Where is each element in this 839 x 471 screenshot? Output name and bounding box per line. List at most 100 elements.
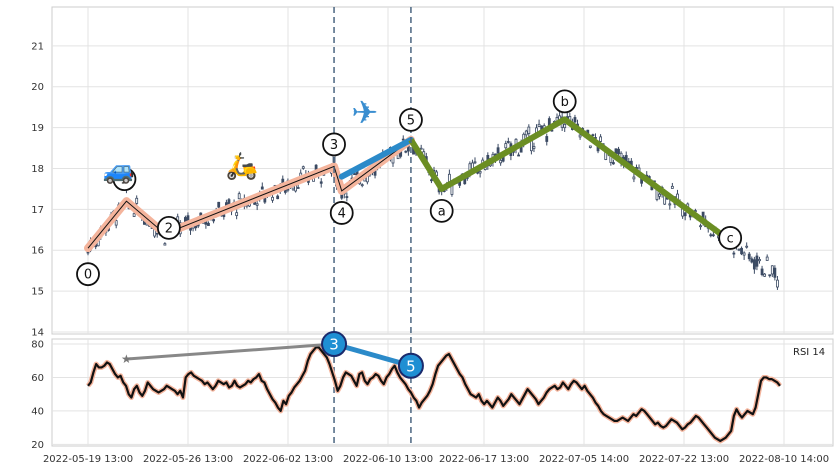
candle-body: [499, 159, 503, 164]
candle-body: [758, 259, 761, 262]
candle-body: [750, 258, 754, 263]
rsi-line: [87, 346, 781, 443]
wave-label: 1: [120, 173, 128, 188]
candle-body: [545, 136, 549, 142]
candle-body: [776, 279, 779, 288]
candle-body: [135, 197, 139, 204]
rsi-badge-label: 3: [329, 336, 339, 354]
price-tick-label: 15: [31, 287, 44, 298]
x-tick-label: 2022-06-10 13:00: [343, 454, 433, 465]
wave-label-circle: [718, 226, 743, 250]
wave-label-circle: [156, 215, 181, 240]
wave-label-circle: [322, 132, 346, 157]
candle-body: [578, 134, 582, 138]
candle-body: [612, 162, 615, 165]
candle-body: [217, 201, 221, 208]
candle-body: [573, 117, 577, 123]
rsi-y-axis: 20 40 60 80: [31, 340, 44, 451]
price-panel-frame: [51, 6, 834, 335]
candle-body: [419, 147, 423, 150]
projection-line: [338, 136, 414, 180]
rsi-divergence-star: ★: [121, 352, 132, 366]
rsi-divergence-line: [126, 342, 335, 361]
candle-body: [773, 267, 777, 278]
candle-body: [711, 234, 715, 237]
candle-body: [765, 256, 769, 261]
candle-body: [301, 166, 305, 169]
wave-label-circle: [552, 89, 577, 114]
scooter-icon: 🛵: [226, 152, 258, 182]
wave-label: a: [438, 204, 446, 219]
x-tick-label: 2022-07-22 13:00: [639, 454, 729, 465]
candle-body: [537, 123, 541, 127]
candle-body: [709, 234, 713, 237]
candle-body: [319, 181, 323, 184]
candle-body: [430, 179, 433, 182]
candle-body: [670, 185, 674, 189]
price-tick-label: 20: [31, 82, 44, 93]
candle-body: [737, 248, 741, 251]
candle-body: [699, 225, 702, 228]
candle-body: [235, 212, 239, 216]
candle-body: [658, 193, 661, 197]
rsi-tick-label: 80: [31, 340, 44, 351]
candle-body: [599, 136, 602, 142]
x-tick-label: 2022-08-10 14:00: [739, 454, 829, 465]
rsi-series: ★ 3 5: [86, 331, 782, 444]
candle-body: [404, 150, 408, 153]
candle-body: [360, 184, 364, 187]
candle-body: [506, 141, 510, 143]
candle-body: [755, 255, 759, 267]
candle-body: [732, 252, 736, 255]
price-tick-label: 17: [31, 205, 44, 216]
candle-body: [353, 173, 356, 176]
car-icon: 🚙: [103, 156, 135, 186]
corrective-wave-line: [408, 116, 728, 241]
candle-body: [496, 147, 500, 154]
candle-body: [212, 219, 215, 222]
wave-label-circle: [399, 107, 423, 132]
candle-body: [563, 123, 567, 129]
candle-body: [532, 146, 536, 149]
wave-label: b: [561, 95, 569, 110]
candle-body: [742, 252, 746, 256]
candle-body: [155, 232, 159, 235]
rsi-label: RSI 14: [793, 347, 825, 358]
candle-body: [683, 212, 687, 217]
grid-lines: [52, 7, 833, 446]
x-tick-label: 2022-06-02 13:00: [243, 454, 333, 465]
wave-label: 0: [84, 268, 92, 283]
price-tick-label: 18: [31, 164, 44, 175]
rsi-tick-label: 60: [31, 373, 44, 384]
rsi-badge-label: 5: [406, 357, 416, 375]
rsi-badge-connector: [333, 341, 412, 369]
candle-body: [478, 170, 482, 174]
impulse-wave-thin-line: [87, 139, 412, 249]
candle-body: [527, 126, 531, 134]
candle-body: [760, 268, 764, 276]
elliott-wave-lines: [84, 116, 728, 253]
wave-label-circle: [112, 167, 137, 192]
candle-body: [763, 273, 767, 277]
candle-body: [271, 196, 274, 201]
price-y-axis: 14 15 16 17 18 19 20 21: [31, 41, 44, 338]
candle-body: [237, 193, 241, 200]
x-tick-label: 2022-06-17 13:00: [439, 454, 529, 465]
x-tick-label: 2022-07-05 14:00: [539, 454, 629, 465]
price-tick-label: 19: [31, 123, 44, 134]
rsi-badge-circle: [321, 331, 348, 358]
candle-body: [260, 186, 264, 190]
rsi-badge-circle: [397, 352, 424, 379]
candle-body: [473, 161, 477, 164]
candle-body: [632, 176, 636, 180]
candle-body: [770, 265, 774, 275]
wave-icons: 🚙 🛵 ✈: [103, 93, 379, 185]
candle-body: [163, 243, 167, 246]
rsi-tick-label: 40: [31, 406, 44, 417]
wave-label: 5: [407, 113, 415, 128]
candle-body: [255, 203, 259, 206]
candle-body: [207, 222, 210, 226]
wave-label: 3: [330, 138, 338, 153]
x-tick-label: 2022-05-19 13:00: [43, 454, 133, 465]
